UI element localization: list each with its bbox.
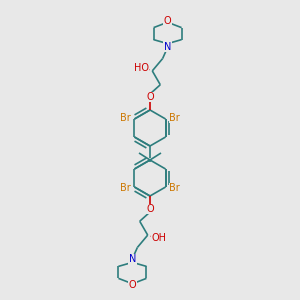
Text: Br: Br — [169, 113, 180, 123]
Text: O: O — [146, 204, 154, 214]
Text: O: O — [146, 92, 154, 102]
Text: N: N — [129, 254, 136, 264]
Text: OH: OH — [151, 233, 166, 243]
Text: HO: HO — [134, 63, 149, 73]
Text: Br: Br — [169, 183, 180, 193]
Text: Br: Br — [120, 183, 131, 193]
Text: Br: Br — [120, 113, 131, 123]
Text: O: O — [164, 16, 171, 26]
Text: O: O — [129, 280, 136, 290]
Text: N: N — [164, 42, 171, 52]
